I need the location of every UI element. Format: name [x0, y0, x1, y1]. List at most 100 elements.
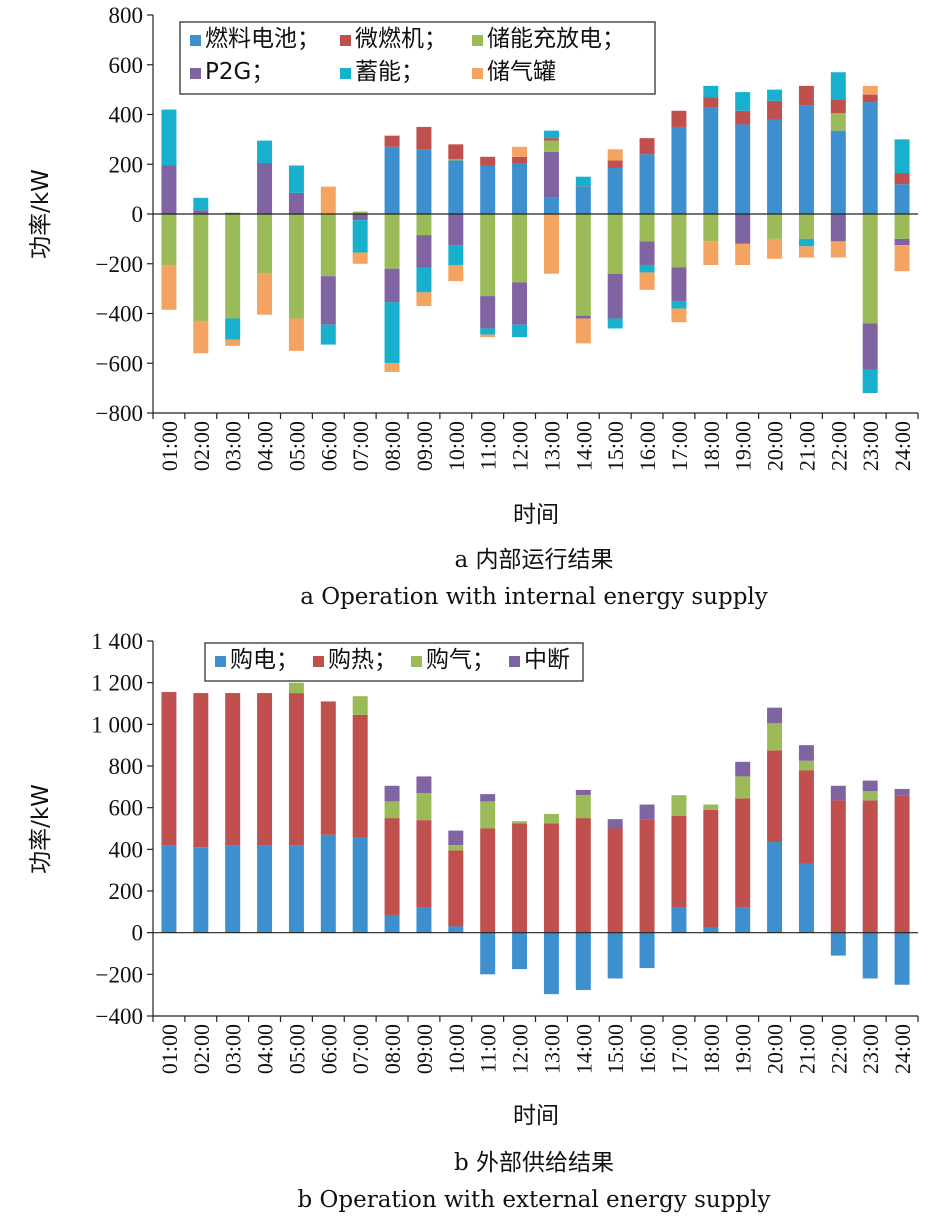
chart-b-x-axis-title: 时间: [513, 1103, 559, 1129]
bar-series-1-2300: [862, 94, 878, 103]
bar-series-3-1400: [575, 315, 591, 319]
x-tick-label: 02:00: [189, 1024, 214, 1074]
x-tick-label: 07:00: [348, 421, 373, 471]
bar-series-1-1200: [512, 156, 528, 164]
chart-a-caption-cn: a 内部运行结果: [454, 547, 613, 573]
bar-series-2-1300: [543, 813, 559, 824]
x-tick-label: 14:00: [571, 1024, 596, 1074]
legend-label-series-2: 购气；: [426, 647, 495, 673]
bar-series-0-2000: [767, 119, 783, 214]
bar-series-4-0800: [384, 302, 400, 364]
bar-series-1-1600: [639, 138, 655, 155]
bar-series-4-2400: [894, 139, 910, 173]
bar-series-1-0900: [416, 820, 432, 908]
bar-series-2-0900: [416, 214, 432, 236]
bar-series-3-1900: [735, 761, 751, 777]
bar-series-0-0900: [416, 149, 432, 214]
bar-series-1-1700: [671, 110, 687, 127]
bar-series-4-1400: [575, 176, 591, 187]
y-tick-label: 0: [132, 202, 144, 227]
bar-series-1-1700: [671, 816, 687, 908]
x-tick-label: 17:00: [667, 1024, 692, 1074]
legend-label-series-1: 购热；: [328, 647, 397, 673]
bar-series-2-1400: [575, 214, 591, 316]
x-tick-label: 19:00: [731, 421, 756, 471]
legend-label-series-0: 购电；: [230, 647, 299, 673]
legend-swatch-series-0: [190, 35, 201, 46]
x-tick-label: 24:00: [890, 1024, 915, 1074]
x-tick-label: 02:00: [189, 421, 214, 471]
bar-series-2-1700: [671, 214, 687, 268]
bar-series-0-1800: [703, 927, 719, 933]
bar-series-5-2200: [830, 241, 846, 258]
bar-series-5-0400: [257, 273, 273, 315]
bar-series-2-0100: [161, 214, 177, 265]
bar-series-4-2200: [830, 72, 846, 100]
chart-b-x-ticks: 01:00 02:00 03:00 04:00 05:00 06:00 07:00 08:00…: [152, 1016, 919, 1074]
bar-series-5-0800: [384, 363, 400, 372]
legend-label-series-2: 储能充放电；: [487, 26, 625, 52]
bar-series-0-0400: [257, 845, 273, 933]
bar-series-2-2300: [862, 214, 878, 324]
bar-series-1-0200: [193, 693, 209, 848]
bar-series-2-0400: [257, 214, 273, 274]
bar-series-3-0600: [320, 276, 336, 325]
bar-series-3-0800: [384, 785, 400, 802]
x-tick-label: 23:00: [858, 421, 883, 471]
bar-series-5-1600: [639, 272, 655, 290]
x-tick-label: 20:00: [763, 421, 788, 471]
bar-series-1-2400: [894, 172, 910, 185]
y-tick-label: −600: [96, 351, 143, 376]
y-tick-label: 0: [132, 921, 144, 946]
bar-series-0-2400: [894, 932, 910, 985]
x-tick-label: 12:00: [508, 421, 533, 471]
bar-series-4-1900: [735, 92, 751, 111]
bar-series-0-1000: [448, 160, 464, 214]
x-tick-label: 16:00: [635, 1024, 660, 1074]
bar-series-4-1200: [512, 324, 528, 338]
bar-series-1-2100: [798, 770, 814, 864]
y-tick-label: 400: [109, 837, 144, 862]
bar-series-5-2300: [862, 85, 878, 95]
bar-series-2-1800: [703, 214, 719, 242]
x-tick-label: 17:00: [667, 421, 692, 471]
bar-series-2-1100: [480, 214, 496, 297]
bar-series-2-1100: [480, 801, 496, 829]
bar-series-1-0600: [320, 701, 336, 835]
bar-series-0-1400: [575, 932, 591, 990]
x-tick-label: 13:00: [539, 421, 564, 471]
bar-series-2-1800: [703, 804, 719, 810]
x-tick-label: 03:00: [221, 421, 246, 471]
bar-series-2-1000: [448, 159, 464, 161]
bar-series-1-1400: [575, 818, 591, 933]
bar-series-2-1900: [735, 776, 751, 799]
bar-series-3-1400: [575, 789, 591, 796]
bar-series-0-1000: [448, 926, 464, 933]
x-tick-label: 05:00: [284, 1024, 309, 1074]
bar-series-2-0500: [288, 682, 304, 694]
bar-series-3-2400: [894, 788, 910, 796]
x-tick-label: 15:00: [603, 421, 628, 471]
bar-series-2-1700: [671, 795, 687, 816]
chart-b-y-ticks: −400 −200 0 200 400 600 800 1 000 1 200 1 400: [91, 629, 153, 1029]
bar-series-0-1300: [543, 197, 559, 214]
x-tick-label: 10:00: [444, 421, 469, 471]
chart-a-x-ticks: 01:00 02:00 03:00 04:00 05:00 06:00 07:00 08:00…: [152, 413, 919, 471]
bar-series-3-0800: [384, 268, 400, 303]
bar-series-0-0600: [320, 834, 336, 933]
bar-series-5-2000: [767, 238, 783, 259]
bar-series-2-1000: [448, 845, 464, 851]
bar-series-3-2400: [894, 238, 910, 246]
x-tick-label: 18:00: [699, 1024, 724, 1074]
legend-swatch-series-0: [215, 656, 226, 667]
bar-series-1-2400: [894, 795, 910, 933]
x-tick-label: 08:00: [380, 1024, 405, 1074]
chart-a-x-axis-title: 时间: [513, 502, 559, 528]
bar-series-4-1800: [703, 85, 719, 98]
bar-series-0-1900: [735, 907, 751, 933]
bar-series-4-1000: [448, 245, 464, 265]
bar-series-5-1500: [607, 149, 623, 161]
bar-series-2-1200: [512, 214, 528, 283]
y-tick-label: 1 000: [91, 712, 143, 737]
bar-series-1-0100: [161, 692, 177, 846]
